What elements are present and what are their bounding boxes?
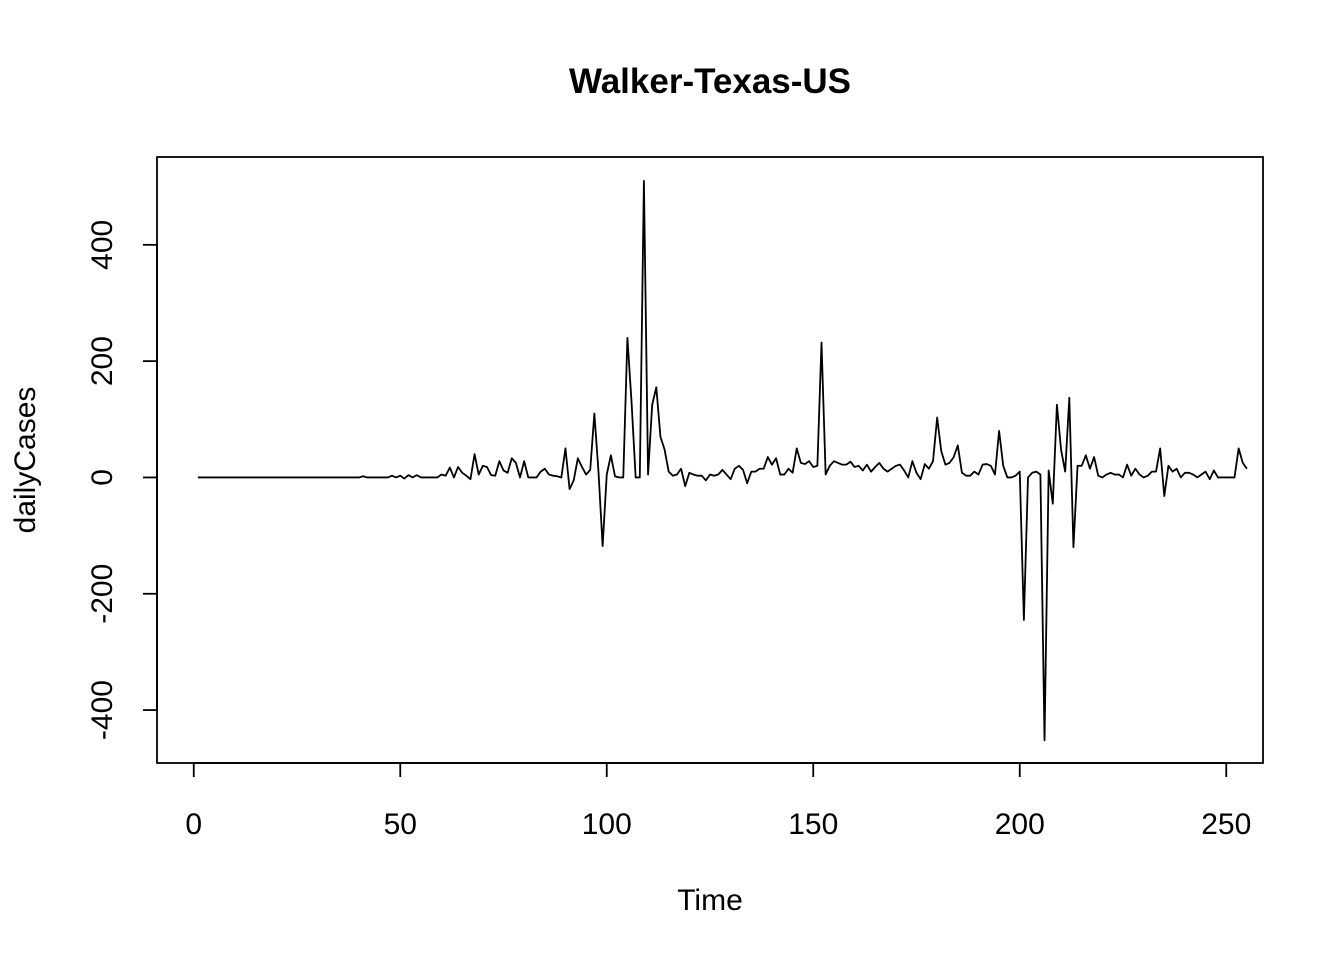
series-group xyxy=(197,179,1248,742)
x-tick-label: 0 xyxy=(185,808,202,841)
x-tick-label: 150 xyxy=(788,808,838,841)
y-tick-label: 0 xyxy=(86,469,119,486)
y-axis-label: dailyCases xyxy=(9,387,42,534)
series-line xyxy=(197,179,1248,742)
y-axis: -400 -200 0 200 400 xyxy=(86,220,158,740)
y-tick-label: -200 xyxy=(86,564,119,624)
x-tick-label: 50 xyxy=(384,808,417,841)
y-tick-label: -400 xyxy=(86,680,119,740)
y-tick-label: 400 xyxy=(86,220,119,270)
x-tick-label: 250 xyxy=(1201,808,1251,841)
chart-title: Walker-Texas-US xyxy=(569,62,851,101)
x-axis: 0 50 100 150 200 250 xyxy=(185,762,1251,841)
x-tick-label: 200 xyxy=(995,808,1045,841)
x-axis-label: Time xyxy=(677,884,743,917)
x-tick-label: 100 xyxy=(582,808,632,841)
y-tick-label: 200 xyxy=(86,336,119,386)
plot-frame xyxy=(156,156,1264,764)
